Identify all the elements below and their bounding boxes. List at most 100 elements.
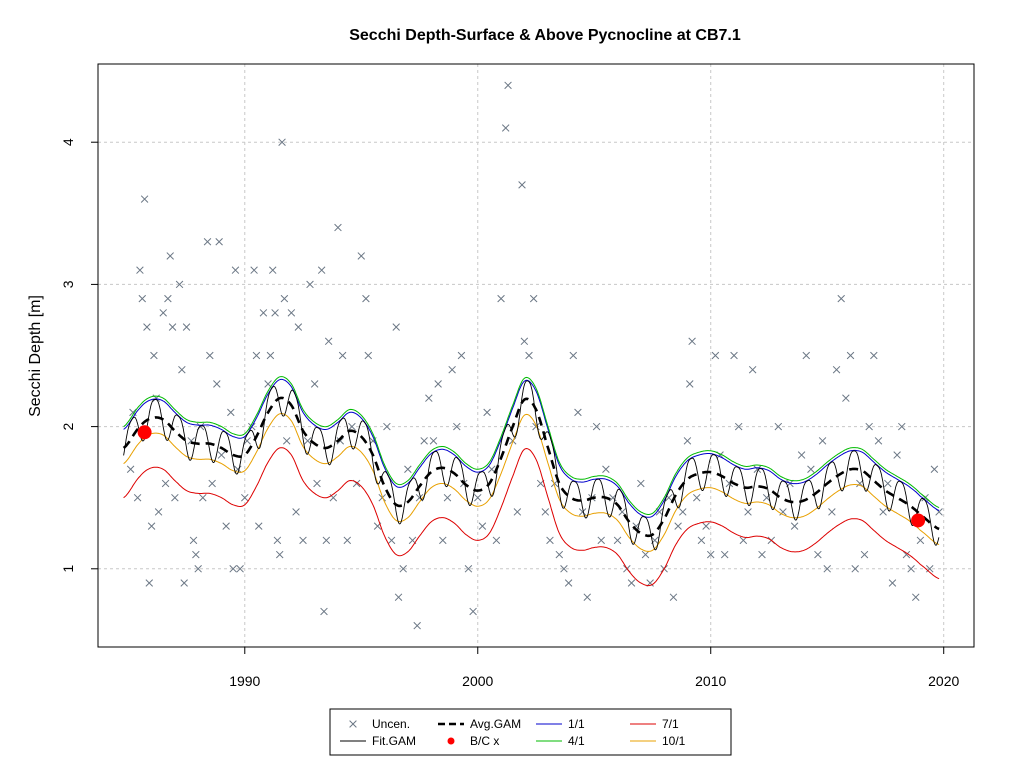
observation-marker [292,508,300,516]
observation-marker [602,465,610,474]
legend-item-q7: 7/1 [630,717,679,731]
legend-label: Fit.GAM [372,734,416,748]
observation-marker [278,138,286,146]
observation-marker [779,508,787,516]
legend-symbol [349,720,357,728]
observation-marker [865,422,873,431]
legend-item-q10: 10/1 [630,734,686,748]
observation-marker [273,536,282,545]
observation-marker [217,451,226,459]
legend-item-q4: 4/1 [536,734,585,748]
x-tick-label: 2000 [462,673,493,689]
observation-marker [199,493,207,502]
observation-marker [555,550,564,559]
observation-marker [126,465,135,474]
series-1-1-line [123,378,940,518]
observation-marker [348,422,356,431]
observation-marker [501,124,510,132]
legend-symbol [447,737,455,745]
observation-marker [597,536,605,545]
observation-marker [532,422,540,431]
observation-marker [243,437,251,445]
observation-marker [487,465,496,474]
observation-marker [362,294,370,303]
observation-marker [748,365,757,374]
observation-points [126,81,943,630]
legend: Uncen. Fit.GAM Avg.GAM B/C x 1/1 4/1 7/1 10/1 [329,708,732,756]
observation-marker [189,536,198,545]
observation-marker [578,508,587,516]
observation-marker [884,479,892,488]
observation-marker [161,479,170,488]
observation-marker [287,309,296,317]
observation-marker [166,252,174,260]
observation-marker [227,408,235,417]
observation-marker [266,351,275,360]
observation-marker [147,522,156,530]
observation-marker [434,380,442,388]
observation-marker [192,550,200,559]
observation-marker [294,323,303,331]
legend-label: 10/1 [662,734,686,748]
observation-marker [807,465,815,474]
observation-marker [541,508,550,516]
observation-marker [592,422,601,431]
legend-box [329,708,732,756]
observation-marker [154,508,163,516]
observation-marker [206,351,214,360]
observation-marker [758,550,766,559]
observation-marker [138,294,147,303]
observation-marker [271,309,279,317]
observation-marker [583,593,592,601]
observation-marker [268,266,277,274]
observation-marker [236,565,244,573]
observation-marker [208,479,216,488]
observation-marker [343,536,352,545]
series-avg-gam-line [122,396,940,538]
legend-label: Uncen. [372,717,410,731]
observation-marker [413,621,421,630]
observation-marker [222,522,230,530]
legend-label: 7/1 [662,717,679,731]
observation-marker [730,351,738,360]
observation-marker [229,565,237,573]
observation-marker [299,536,307,545]
observation-marker [150,351,158,360]
observation-marker [525,351,533,360]
observation-marker [250,266,258,274]
observation-marker [425,394,433,402]
observation-marker [303,437,312,445]
observation-marker [497,294,505,303]
observation-marker [574,408,582,417]
observation-marker [564,579,573,587]
observation-marker [842,394,850,402]
observation-marker [448,365,456,374]
legend-item-uncen: Uncen. [349,717,410,731]
observation-marker [828,508,836,516]
x-tick-label: 1990 [229,673,260,689]
observation-marker [818,437,827,445]
observation-marker [180,579,188,587]
observation-marker [420,437,428,445]
y-tick-label: 2 [60,422,76,430]
observation-marker [439,536,447,545]
observation-marker [697,536,706,545]
observation-marker [310,380,319,388]
observation-marker [175,280,184,289]
observation-marker [851,565,859,573]
observation-marker [357,252,366,260]
observation-marker [275,550,284,559]
observation-marker [159,309,167,317]
legend-label: Avg.GAM [470,717,521,731]
observation-marker [203,237,212,246]
observation-marker [823,565,831,573]
observation-marker [429,437,438,445]
observation-marker [546,536,554,545]
series-7-1-line [123,447,940,587]
chart-title: Secchi Depth-Surface & Above Pycnocline … [349,27,741,44]
observation-marker [231,266,240,274]
observation-marker [837,294,845,303]
observation-marker [641,550,650,559]
observation-marker [324,337,333,346]
observation-marker [282,437,291,445]
